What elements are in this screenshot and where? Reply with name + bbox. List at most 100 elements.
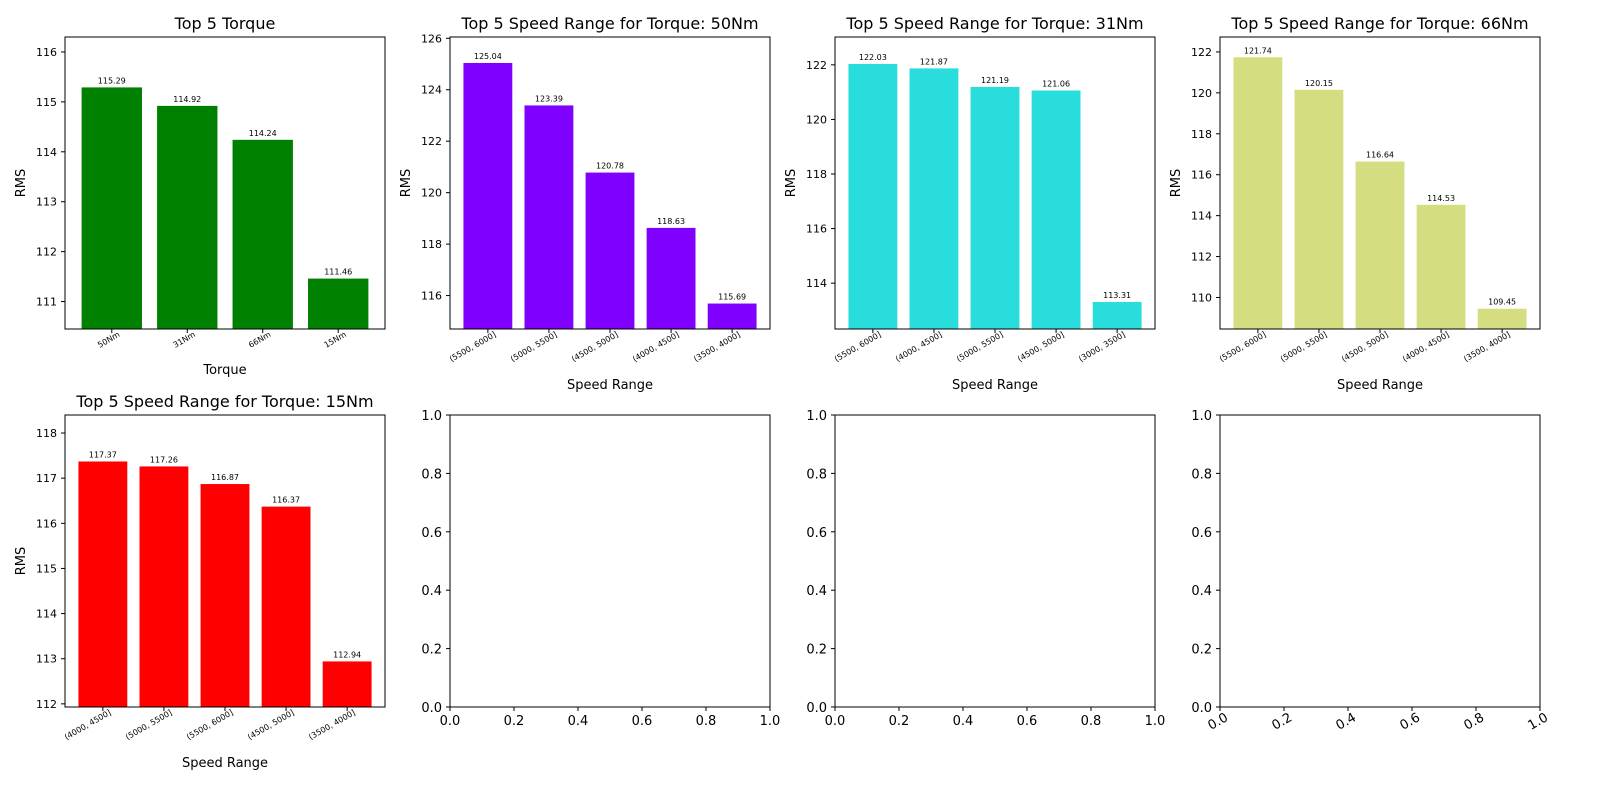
bar-value-label: 121.06 <box>1042 79 1070 88</box>
x-tick-label: 0.4 <box>568 714 589 729</box>
axes-frame <box>1219 414 1541 708</box>
y-tick-label: 116 <box>36 517 57 530</box>
y-tick-label: 0.6 <box>421 526 442 541</box>
x-tick-label: (4000, 4500] <box>631 330 681 364</box>
y-tick-label: 118 <box>1191 128 1212 141</box>
y-tick-label: 118 <box>806 168 827 181</box>
x-tick-label: 50Nm <box>96 330 121 350</box>
x-tick-label: 31Nm <box>172 330 197 350</box>
x-axis-label: Speed Range <box>952 378 1038 393</box>
x-tick-label: 0.2 <box>1270 710 1295 733</box>
subplot-1: 115.29 50Nm 114.92 31Nm 114.24 66Nm 111.46 15Nm… <box>14 14 386 378</box>
y-axis-label: RMS <box>399 169 414 198</box>
axes-frame <box>834 36 1156 330</box>
subplot-3: 122.03 (5500, 6000] 121.87 (4000, 4500] 121.… <box>784 14 1156 393</box>
y-tick-label: 0.8 <box>1191 467 1212 482</box>
y-tick-label: 113 <box>36 196 57 209</box>
bar <box>308 278 369 329</box>
y-tick-label: 112 <box>1191 251 1212 264</box>
subplot-7: 0.0 0.2 0.4 0.6 0.8 1.0 0.0 0.2 0.4 0.6 0.8 1.0 <box>806 409 1165 729</box>
chart-title: Top 5 Speed Range for Torque: 31Nm <box>845 14 1143 33</box>
x-tick-label: (5500, 6000] <box>1218 330 1268 364</box>
y-tick-label: 120 <box>421 187 442 200</box>
chart-title: Top 5 Torque <box>174 14 276 33</box>
bar <box>139 466 189 707</box>
bar-value-label: 121.74 <box>1244 46 1272 55</box>
y-tick-label: 1.0 <box>421 409 442 424</box>
bar-value-label: 122.03 <box>859 53 887 62</box>
x-tick-label: 0.6 <box>632 714 653 729</box>
bar <box>1294 89 1344 329</box>
bar-value-label: 116.87 <box>211 473 239 482</box>
x-tick-label: 0.4 <box>1334 710 1359 733</box>
x-tick-label: 0.2 <box>889 714 910 729</box>
axes-frame <box>64 414 386 708</box>
y-tick-label: 0.8 <box>421 467 442 482</box>
y-tick-label: 124 <box>421 84 442 97</box>
y-tick-label: 122 <box>1191 46 1212 59</box>
x-tick-label: (3000, 3500] <box>1077 330 1127 364</box>
bar-value-label: 117.26 <box>150 455 178 464</box>
bar <box>524 105 574 330</box>
axes-frame <box>1219 36 1541 330</box>
chart-title: Top 5 Speed Range for Torque: 66Nm <box>1230 14 1528 33</box>
y-tick-label: 126 <box>421 32 442 45</box>
x-axis-label: Speed Range <box>1337 378 1423 393</box>
bar <box>1092 301 1142 329</box>
chart-title: Top 5 Speed Range for Torque: 15Nm <box>75 392 373 411</box>
y-tick-label: 1.0 <box>1191 409 1212 424</box>
bar-value-label: 116.37 <box>272 496 300 505</box>
x-tick-label: (5000, 5500] <box>955 330 1005 364</box>
bar <box>322 661 372 707</box>
y-tick-label: 116 <box>421 290 442 303</box>
chart-title: Top 5 Speed Range for Torque: 50Nm <box>460 14 758 33</box>
y-tick-label: 114 <box>1191 210 1212 223</box>
y-tick-label: 110 <box>1191 291 1212 304</box>
bar <box>1355 161 1405 329</box>
bar <box>848 64 898 330</box>
bar-value-label: 121.87 <box>920 57 948 66</box>
bar-value-label: 112.94 <box>333 650 361 659</box>
x-tick-label: (5500, 6000] <box>833 330 883 364</box>
y-tick-label: 116 <box>1191 169 1212 182</box>
bar-value-label: 109.45 <box>1488 298 1516 307</box>
x-tick-label: 0.8 <box>1462 710 1487 733</box>
x-tick-label: 0.0 <box>825 714 846 729</box>
x-tick-label: 15Nm <box>323 330 348 350</box>
bar-value-label: 115.69 <box>718 293 746 302</box>
y-tick-label: 0.4 <box>421 584 442 599</box>
x-tick-label: (4000, 4500] <box>63 708 113 742</box>
y-tick-label: 0.4 <box>806 584 827 599</box>
subplot-5: 117.37 (4000, 4500] 117.26 (5000, 5500] 116.… <box>14 392 386 771</box>
bar-value-label: 116.64 <box>1366 151 1394 160</box>
y-tick-label: 114 <box>36 146 57 159</box>
bar <box>970 86 1020 329</box>
subplot-8: 0.00.20.40.60.81.00.0 0.2 0.4 0.6 0.8 1.0 <box>1191 409 1551 734</box>
y-axis-label: RMS <box>784 169 799 198</box>
y-tick-label: 113 <box>36 653 57 666</box>
x-tick-label: (5500, 6000] <box>185 708 235 742</box>
bar <box>707 303 757 329</box>
y-tick-label: 122 <box>806 59 827 72</box>
bar <box>646 227 696 329</box>
y-tick-label: 120 <box>1191 87 1212 100</box>
y-axis-label: RMS <box>14 169 29 198</box>
bar-value-label: 113.31 <box>1103 291 1131 300</box>
y-tick-label: 1.0 <box>806 409 827 424</box>
bar-value-label: 114.53 <box>1427 194 1455 203</box>
x-tick-label: 0.6 <box>1398 710 1423 733</box>
subplot-6: 0.0 0.2 0.4 0.6 0.8 1.0 0.0 0.2 0.4 0.6 0.8 1.0 <box>421 409 780 729</box>
bar <box>200 484 250 707</box>
y-axis-label: RMS <box>1169 169 1184 198</box>
x-tick-label: 1.0 <box>1526 710 1551 733</box>
subplot-4: 121.74 (5500, 6000] 120.15 (5000, 5500] 116.… <box>1169 14 1541 393</box>
x-tick-label: (4000, 4500] <box>894 330 944 364</box>
bar <box>1031 90 1081 329</box>
axes-frame <box>834 414 1156 708</box>
y-tick-label: 115 <box>36 96 57 109</box>
x-tick-label: 0.4 <box>953 714 974 729</box>
y-tick-label: 116 <box>806 223 827 236</box>
x-tick-label: 1.0 <box>760 714 781 729</box>
bar-value-label: 117.37 <box>89 450 117 459</box>
y-tick-label: 0.2 <box>806 643 827 658</box>
